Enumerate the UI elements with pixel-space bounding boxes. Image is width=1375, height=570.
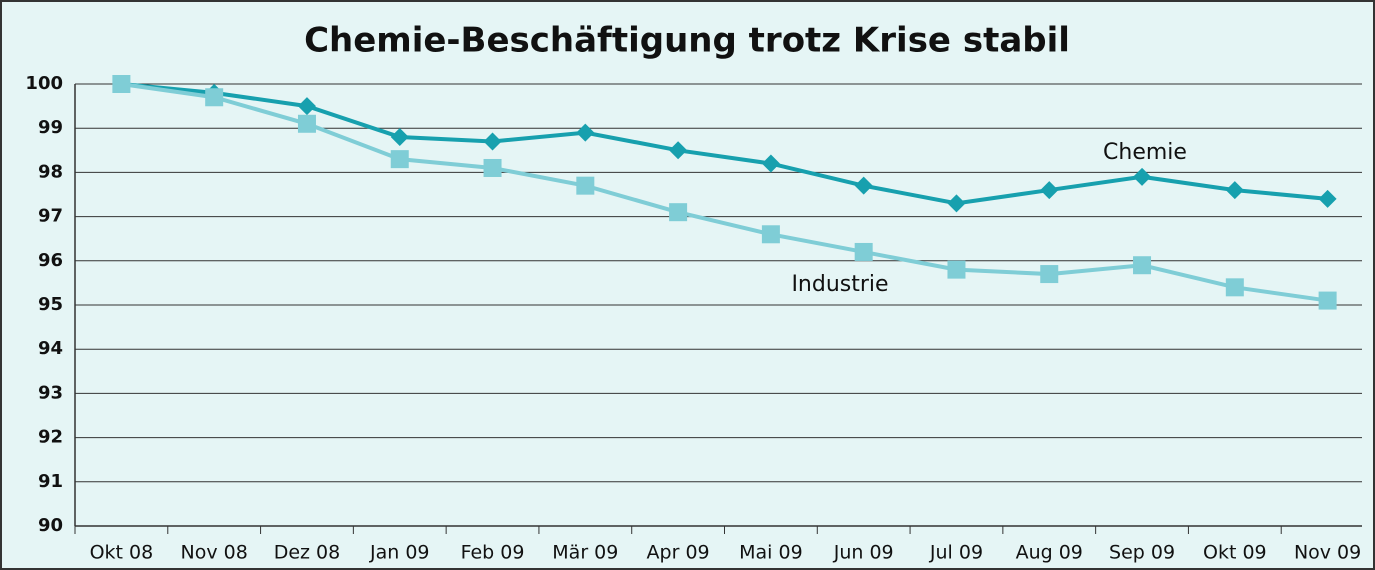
marker	[297, 97, 316, 116]
marker	[669, 203, 688, 222]
chart-title: Chemie-Beschäftigung trotz Krise stabil	[304, 21, 1070, 61]
x-tick-label: Okt 08	[90, 542, 154, 564]
marker	[1225, 181, 1244, 200]
y-tick-label: 99	[38, 117, 63, 138]
marker	[1040, 181, 1059, 200]
marker	[205, 88, 224, 107]
marker	[1318, 189, 1337, 208]
x-tick-label: Dez 08	[274, 542, 341, 564]
marker	[297, 114, 316, 133]
series-line	[121, 82, 1328, 303]
x-tick-label: Nov 09	[1294, 542, 1361, 564]
marker	[669, 141, 688, 160]
y-tick-label: 93	[38, 382, 63, 403]
marker	[761, 154, 780, 173]
marker	[483, 132, 502, 151]
marker	[854, 176, 873, 195]
x-tick-label: Jul 09	[929, 542, 983, 564]
y-tick-label: 94	[38, 338, 63, 359]
x-tick-label: Aug 09	[1016, 542, 1083, 564]
y-tick-label: 97	[38, 206, 63, 227]
marker	[1225, 278, 1244, 297]
x-tick-label: Okt 09	[1203, 542, 1267, 564]
y-tick-label: 91	[38, 471, 63, 492]
marker	[1133, 256, 1152, 275]
series-line	[121, 82, 1328, 206]
marker	[390, 128, 409, 147]
marker	[576, 123, 595, 142]
marker	[390, 150, 409, 169]
x-tick-label: Feb 09	[461, 542, 525, 564]
marker	[1040, 265, 1059, 284]
x-tick-label: Nov 08	[181, 542, 248, 564]
marker	[947, 260, 966, 279]
y-tick-label: 92	[38, 427, 63, 448]
x-tick-label: Jun 09	[833, 542, 894, 564]
marker	[947, 194, 966, 213]
y-tick-label: 95	[38, 294, 63, 315]
series-label: Industrie	[791, 272, 888, 297]
marker	[1133, 167, 1152, 186]
series-label: Chemie	[1103, 140, 1187, 165]
y-tick-label: 96	[38, 250, 63, 271]
marker	[854, 242, 873, 261]
x-tick-label: Apr 09	[647, 542, 710, 564]
marker	[576, 176, 595, 195]
marker	[761, 225, 780, 244]
marker	[112, 75, 131, 93]
y-tick-label: 90	[38, 515, 63, 536]
x-tick-label: Mär 09	[552, 542, 618, 564]
x-tick-label: Jan 09	[369, 542, 430, 564]
y-tick-label: 98	[38, 161, 63, 182]
y-tick-label: 100	[25, 73, 63, 94]
marker	[483, 158, 502, 177]
x-tick-label: Sep 09	[1109, 542, 1175, 564]
x-tick-label: Mai 09	[739, 542, 803, 564]
marker	[1318, 291, 1337, 310]
